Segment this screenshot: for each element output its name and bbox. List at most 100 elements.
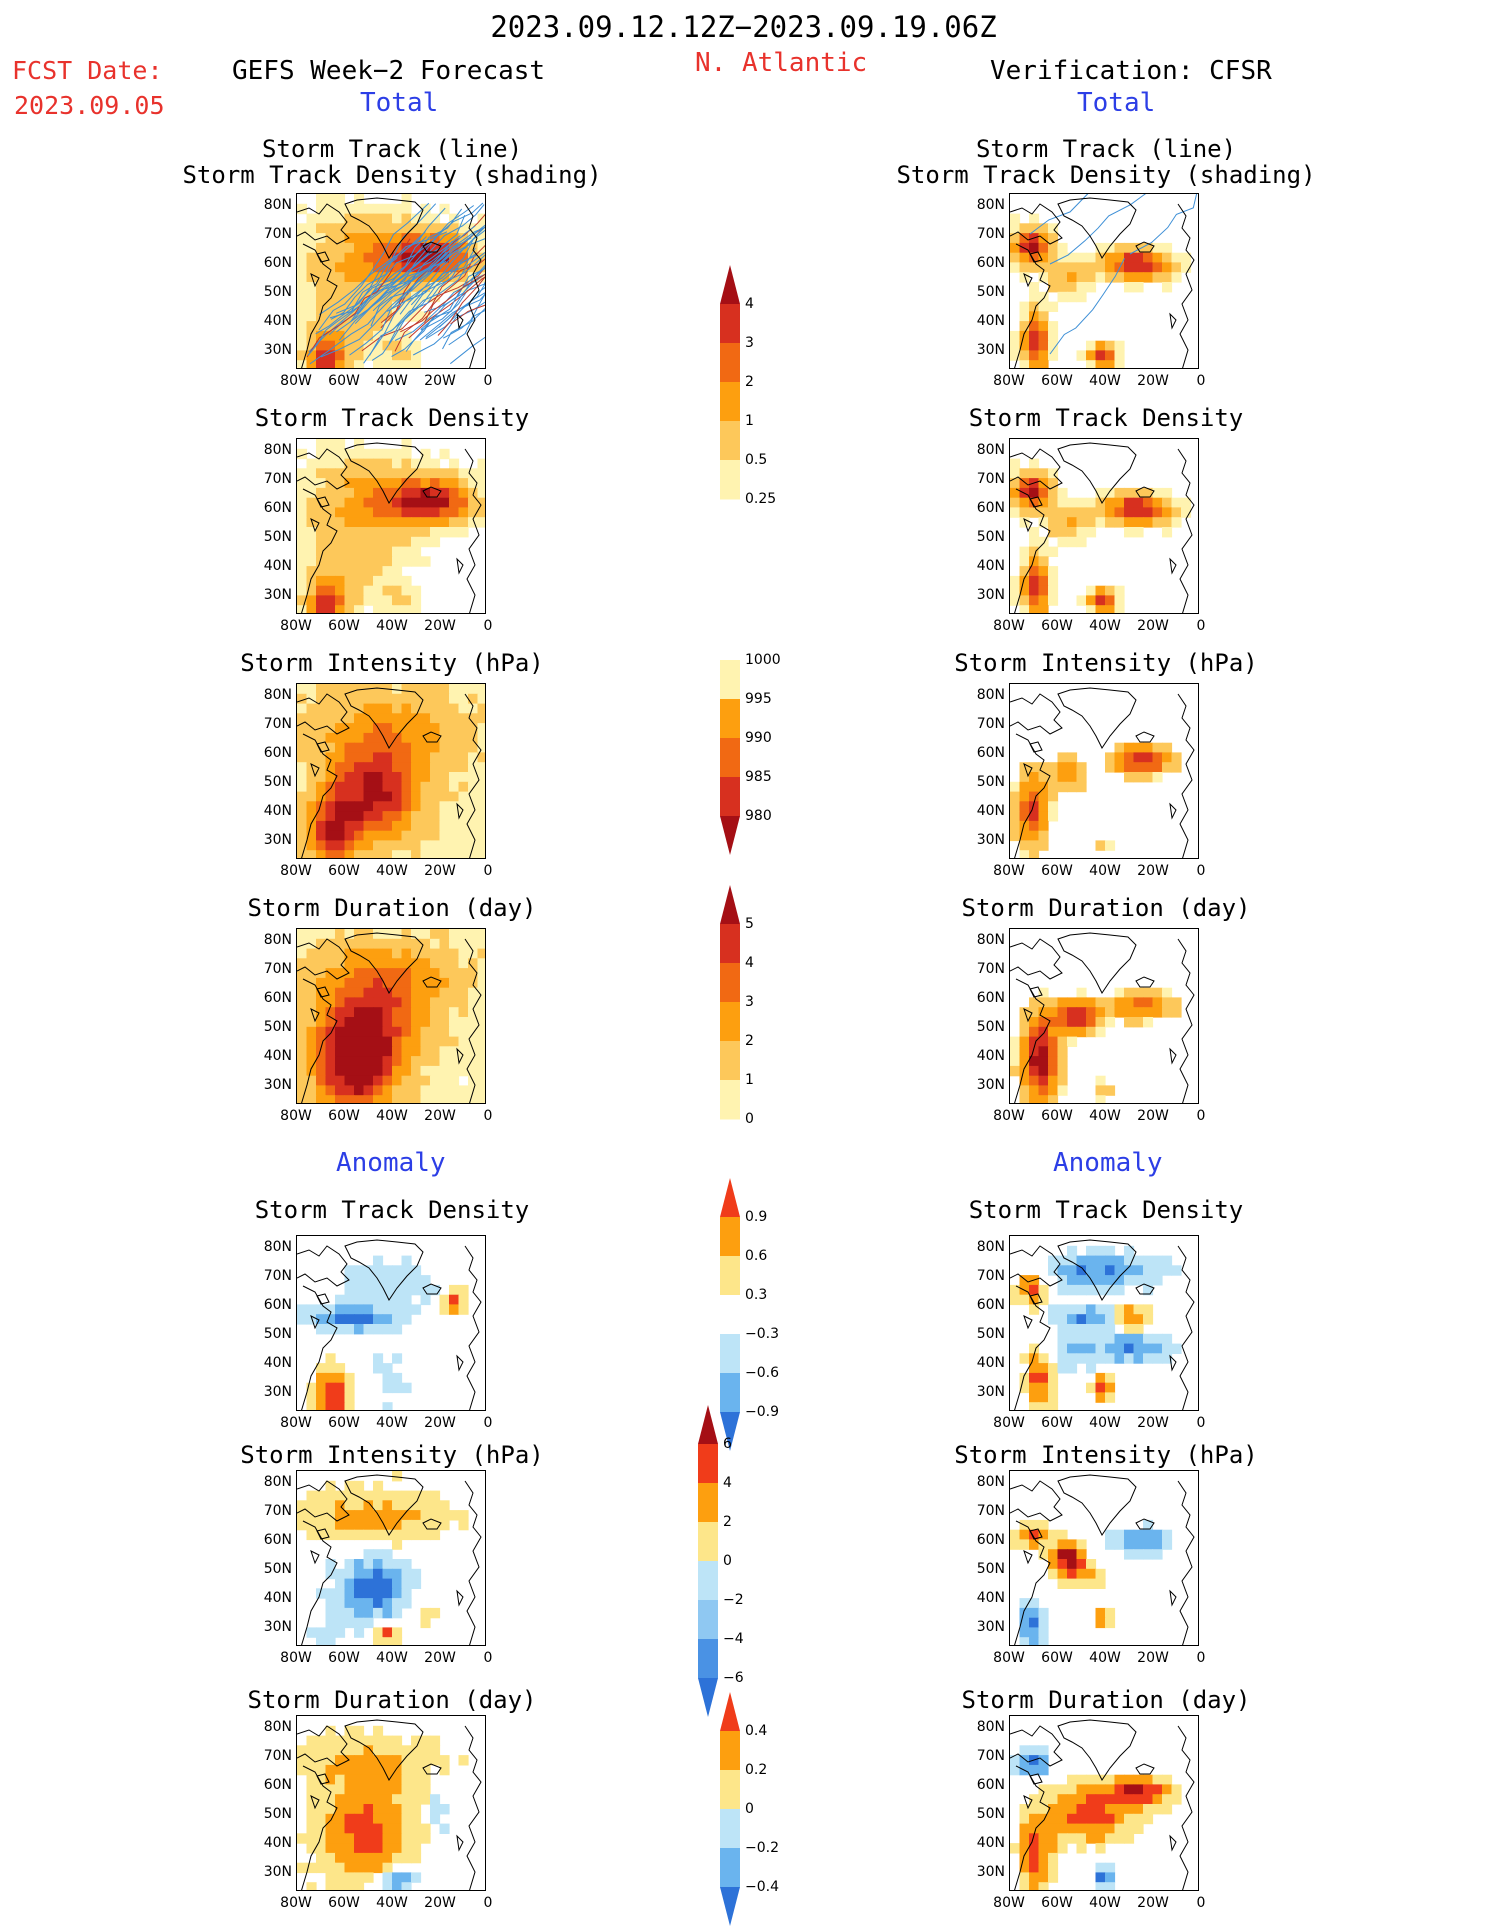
coastline — [1169, 557, 1177, 575]
field-cell — [1067, 1333, 1078, 1345]
longitude-tick-label: 40W — [376, 1650, 408, 1666]
field-cell — [1048, 1314, 1059, 1325]
coastline — [456, 1354, 464, 1372]
field-cell — [401, 781, 412, 793]
field-cell — [420, 1745, 431, 1756]
field-cell — [344, 575, 355, 587]
field-cell — [401, 507, 412, 518]
field-cell — [477, 1095, 485, 1103]
field-cell — [477, 1036, 485, 1047]
field-cell — [401, 194, 412, 205]
field-cell — [1076, 1314, 1087, 1325]
field-cell — [335, 742, 346, 754]
field-cell — [363, 723, 374, 734]
field-cell — [1038, 262, 1049, 273]
field-cell — [1076, 252, 1087, 264]
colorbar-segment — [698, 1483, 718, 1523]
field-cell — [439, 811, 450, 822]
field-cell — [335, 1085, 346, 1096]
field-cell — [1143, 1265, 1154, 1276]
field-cell — [439, 282, 450, 293]
field-cell — [1038, 301, 1049, 312]
field-cell — [449, 968, 460, 979]
field-cell — [382, 958, 393, 969]
field-cell — [458, 272, 469, 283]
field-cell — [468, 468, 479, 479]
field-cell — [344, 330, 355, 342]
field-cell — [373, 517, 384, 528]
field-cell — [363, 546, 374, 557]
field-cell — [1171, 272, 1182, 283]
field-cell — [363, 968, 374, 979]
field-cell — [392, 958, 403, 969]
field-cell — [382, 1813, 393, 1825]
field-cell — [1105, 242, 1116, 254]
field-cell — [1029, 321, 1040, 332]
field-cell — [354, 1324, 365, 1335]
field-cell — [439, 1065, 450, 1077]
field-cell — [1076, 507, 1087, 518]
field-cell — [1095, 350, 1106, 361]
field-cell — [335, 1036, 346, 1047]
field-cell — [401, 213, 412, 224]
field-cell — [1057, 752, 1068, 763]
field-cell — [392, 272, 403, 283]
field-cell — [1019, 301, 1030, 312]
field-cell — [1048, 1862, 1059, 1874]
field-cell — [449, 282, 460, 293]
field-cell — [1038, 566, 1049, 577]
field-cell — [1133, 742, 1144, 754]
field-cell — [344, 1075, 355, 1087]
field-cell — [1086, 1353, 1097, 1364]
field-cell — [316, 752, 327, 763]
longitude-tick-label: 0 — [483, 618, 493, 634]
field-cell — [1067, 1774, 1078, 1786]
field-cell — [401, 820, 412, 832]
field-cell — [477, 1007, 485, 1018]
field-cell — [373, 330, 384, 342]
field-cell — [1076, 1275, 1087, 1286]
field-cell — [1124, 1343, 1135, 1354]
field-cell — [1019, 252, 1030, 264]
field-cell — [430, 1085, 441, 1096]
field-cell — [335, 517, 346, 528]
field-cell — [354, 850, 365, 858]
field-cell — [449, 723, 460, 734]
field-cell — [477, 997, 485, 1008]
field-cell — [1095, 605, 1106, 613]
fcst-date-value: 2023.09.05 — [14, 91, 165, 120]
field-cell — [1076, 987, 1087, 999]
field-cell — [363, 1065, 374, 1077]
field-cell — [1105, 487, 1116, 499]
field-cell — [1152, 752, 1163, 763]
field-cell — [392, 262, 403, 273]
field-cell — [335, 977, 346, 989]
field-cell — [335, 340, 346, 352]
field-cell — [1133, 1774, 1144, 1786]
field-cell — [1048, 1046, 1059, 1057]
field-cell — [1105, 585, 1116, 597]
field-cell — [1038, 1392, 1049, 1403]
field-cell — [468, 781, 479, 793]
field-cell — [297, 1510, 308, 1521]
field-cell — [382, 321, 393, 332]
field-cell — [316, 1843, 327, 1854]
field-cell — [401, 1510, 412, 1521]
field-cell — [430, 1794, 441, 1805]
field-cell — [439, 968, 450, 979]
field-cell — [392, 1627, 403, 1638]
field-cell — [1086, 1804, 1097, 1815]
longitude-tick-label: 0 — [1196, 1108, 1206, 1124]
field-cell — [1029, 1852, 1040, 1864]
field-cell — [354, 1578, 365, 1589]
field-cell — [1010, 1539, 1021, 1550]
field-cell — [1162, 762, 1173, 773]
field-cell — [1124, 527, 1135, 538]
latitude-tick-label: 50N — [976, 529, 1005, 545]
field-cell — [392, 242, 403, 254]
field-cell — [1143, 1519, 1154, 1531]
field-cell — [382, 507, 393, 518]
field-cell — [363, 1085, 374, 1096]
longitude-tick-label: 40W — [376, 1108, 408, 1124]
field-cell — [401, 1519, 412, 1531]
